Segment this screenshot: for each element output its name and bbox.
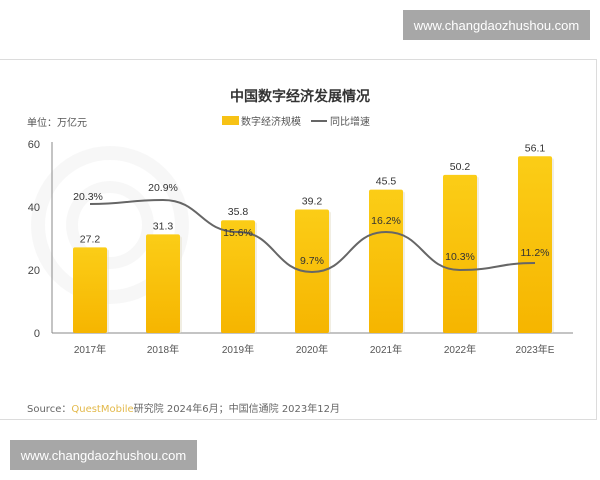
bar-value-label: 35.8 — [228, 206, 249, 218]
source-brand: QuestMobile — [71, 404, 134, 415]
legend: 数字经济规模 同比增速 — [222, 113, 370, 128]
axes: 0 20 40 60 2017年 2018年 2019年 2020年 2021年 2022年 202… — [28, 139, 573, 356]
growth-value-label: 15.6% — [223, 227, 253, 239]
x-tick-label: 2022年 — [444, 343, 476, 356]
growth-value-label: 16.2% — [371, 215, 401, 227]
x-tick-label: 2017年 — [74, 343, 106, 356]
bar-value-label: 27.2 — [80, 233, 101, 245]
legend-line-swatch — [311, 119, 327, 122]
growth-value-label: 20.9% — [148, 182, 178, 194]
growth-line — [89, 198, 536, 274]
watermark-bottom: www.changdaozhushou.com — [10, 440, 197, 470]
x-tick-label: 2020年 — [296, 343, 328, 356]
unit-label: 单位：万亿元 — [27, 118, 87, 129]
bar — [518, 156, 552, 333]
y-tick-label: 20 — [28, 265, 40, 277]
bar-value-label: 39.2 — [302, 196, 323, 208]
bar — [369, 189, 403, 333]
bar — [221, 220, 255, 333]
chart-title: 中国数字经济发展情况 — [230, 89, 370, 105]
bar-value-label: 45.5 — [376, 176, 397, 188]
x-tick-label: 2018年 — [147, 343, 179, 356]
y-tick-label: 60 — [28, 139, 40, 151]
questmobile-watermark-icon — [31, 146, 189, 304]
source-prefix: Source： — [27, 404, 72, 415]
growth-value-label: 10.3% — [445, 251, 475, 263]
legend-bar-label: 数字经济规模 — [241, 117, 301, 128]
growth-line-path — [89, 198, 536, 274]
growth-value-label: 9.7% — [300, 255, 324, 267]
bar-value-label: 31.3 — [153, 220, 174, 232]
bars — [73, 156, 554, 333]
bar — [443, 174, 477, 333]
source-rest: 研究院 2024年6月；中国信通院 2023年12月 — [133, 404, 340, 415]
growth-value-label: 11.2% — [521, 247, 550, 259]
y-tick-label: 0 — [34, 328, 40, 340]
source-note: Source：QuestMobile研究院 2024年6月；中国信通院 2023… — [27, 400, 340, 415]
legend-line-label: 同比增速 — [330, 117, 370, 128]
bar-value-label: 56.1 — [525, 142, 546, 154]
y-tick-label: 40 — [28, 202, 40, 214]
x-tick-label: 2021年 — [370, 343, 402, 356]
x-tick-label: 2019年 — [222, 343, 254, 356]
x-tick-label: 2023年E — [516, 343, 555, 356]
bar — [73, 247, 107, 333]
watermark-top: www.changdaozhushou.com — [403, 10, 590, 40]
growth-value-label: 20.3% — [73, 191, 103, 203]
data-labels: 27.2 31.3 35.8 39.2 45.5 50.2 56.1 20.3% 20.9% 15… — [73, 142, 549, 267]
legend-bar-swatch — [222, 116, 239, 125]
bar — [146, 234, 180, 333]
bar-value-label: 50.2 — [450, 161, 471, 173]
